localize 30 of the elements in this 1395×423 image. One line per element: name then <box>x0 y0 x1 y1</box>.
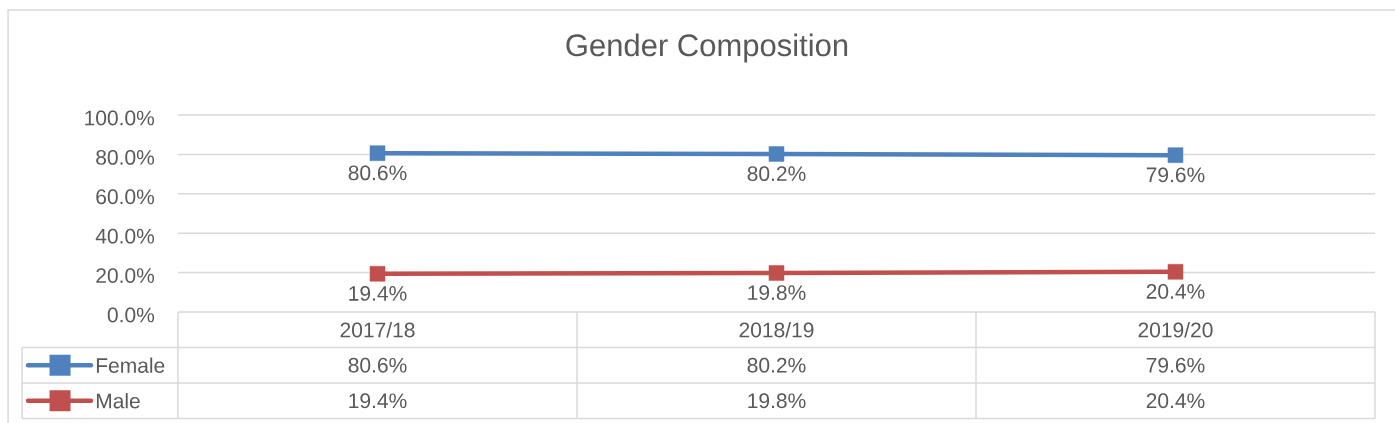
text: 19.8% <box>748 285 806 301</box>
y-tick-label: 20.0% <box>96 268 155 284</box>
y-tick-label: 80.0% <box>96 149 155 165</box>
point <box>369 266 386 282</box>
data-label: 19.8% <box>748 393 806 409</box>
text: 19.4% <box>349 285 407 301</box>
point <box>768 265 785 281</box>
text: 20.4% <box>1146 284 1205 299</box>
chart-title: Gender Composition <box>566 33 848 63</box>
point <box>369 145 386 161</box>
point <box>1167 264 1184 280</box>
data-label: 19.4% <box>349 393 407 409</box>
x-tick-label: 2018/19 <box>739 322 814 338</box>
data-label: 20.4% <box>1146 393 1205 409</box>
data-label: 80.2% <box>747 357 806 373</box>
text: 79.6% <box>1146 167 1205 183</box>
y-tick-label: 60.0% <box>96 189 155 205</box>
legend-label: Female <box>96 357 165 373</box>
legend-label: Male <box>96 393 140 409</box>
data-label: 79.6% <box>1146 357 1205 373</box>
y-tick-label: 40.0% <box>95 228 155 244</box>
y-tick-label: 0.0% <box>107 307 155 323</box>
text: 80.6% <box>348 165 407 181</box>
text: 80.2% <box>747 166 806 182</box>
data-label: 80.6% <box>348 357 407 373</box>
x-tick-label: 2017/18 <box>340 322 415 338</box>
x-tick-label: 2019/20 <box>1138 322 1213 338</box>
point <box>768 146 785 162</box>
point <box>1167 147 1184 163</box>
y-tick-label: 100.0% <box>85 110 155 126</box>
